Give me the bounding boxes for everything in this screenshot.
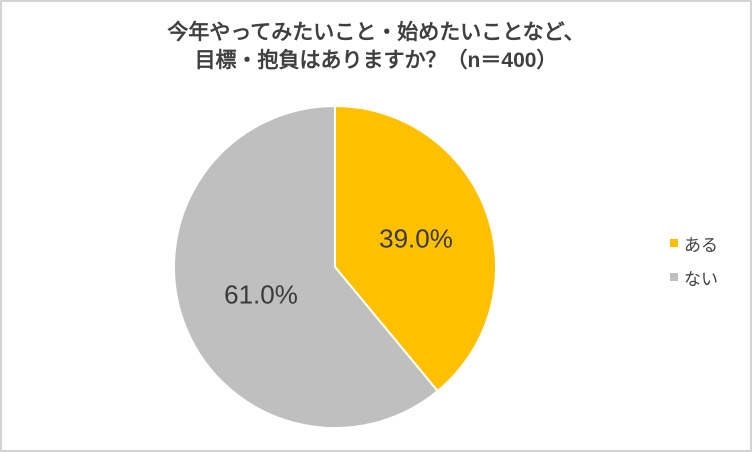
chart-legend: ある ない [670, 226, 718, 294]
chart-title-line-2: 目標・抱負はありますか？（n＝400） [194, 49, 558, 72]
legend-marker-aru-icon [670, 239, 678, 247]
data-label-aru: 39.0% [379, 223, 453, 254]
pie-slice-nai [173, 105, 439, 429]
data-label-nai: 61.0% [224, 279, 298, 310]
legend-label-nai: ない [684, 269, 718, 289]
legend-label-aru: ある [684, 235, 718, 255]
legend-marker-nai-icon [670, 273, 678, 281]
pie-slice-aru [334, 105, 497, 393]
chart-title-line-1: 今年やってみたいこと・始めたいことなど、 [167, 21, 585, 44]
chart-title: 今年やってみたいこと・始めたいことなど、 目標・抱負はありますか？（n＝400） [2, 19, 750, 75]
legend-item-aru: ある [670, 226, 718, 260]
legend-item-nai: ない [670, 260, 718, 294]
